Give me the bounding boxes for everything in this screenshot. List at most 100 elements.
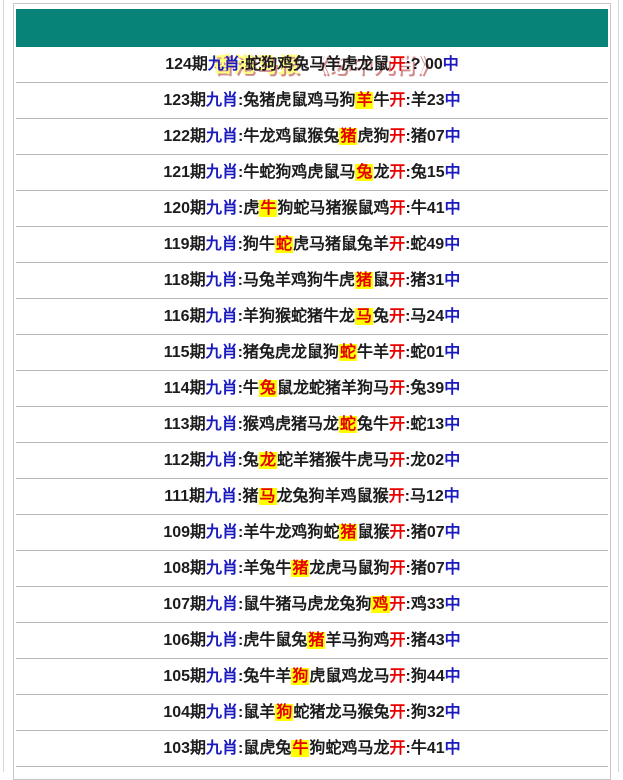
prediction-row: 103期九肖:鼠虎兔牛狗蛇鸡马龙开:牛41中 (16, 731, 608, 767)
animal-list: 兔龙蛇羊猪猴牛虎马 (242, 452, 390, 469)
hit-label: 中 (444, 632, 461, 649)
prediction-row: 116期九肖:羊狗猴蛇猪牛龙马兔开:马24中 (16, 299, 608, 335)
colon: : (237, 236, 243, 253)
open-label: 开 (389, 560, 406, 577)
colon: : (238, 596, 244, 613)
highlighted-animal: 兔 (258, 380, 277, 397)
category-label: 九肖 (205, 380, 238, 397)
open-label: 开 (388, 488, 405, 505)
highlighted-animal: 猪 (291, 560, 310, 577)
issue-number: 123期 (163, 92, 207, 109)
animal-list: 猪兔虎龙鼠狗蛇牛羊 (242, 344, 390, 361)
category-label: 九肖 (206, 740, 239, 757)
colon: : (405, 92, 411, 109)
category-label: 九肖 (205, 308, 238, 325)
open-label: 开 (389, 92, 406, 109)
result-value: 猪07 (410, 128, 445, 145)
hit-label: 中 (444, 200, 461, 217)
result-value: 马12 (409, 488, 444, 505)
highlighted-animal: 狗 (275, 704, 294, 721)
highlighted-animal: 蛇 (339, 416, 358, 433)
result-value: 马24 (410, 308, 445, 325)
colon: : (405, 272, 411, 289)
animal-list: 马兔羊鸡狗牛虎猪鼠 (242, 272, 390, 289)
colon: : (405, 236, 411, 253)
result-value: 兔39 (410, 380, 445, 397)
highlighted-animal: 鸡 (371, 596, 390, 613)
category-label: 九肖 (205, 236, 238, 253)
highlighted-animal: 马 (258, 488, 277, 505)
result-value: 羊23 (410, 92, 445, 109)
category-label: 九肖 (206, 560, 239, 577)
category-label: 九肖 (205, 344, 238, 361)
animal-list: 鼠虎兔牛狗蛇鸡马龙 (243, 740, 390, 757)
colon: : (237, 488, 243, 505)
animal-list: 狗牛蛇虎马猪鼠兔羊 (242, 236, 390, 253)
colon: : (405, 344, 411, 361)
highlighted-animal: 兔 (355, 164, 374, 181)
colon: : (238, 524, 244, 541)
result-value: 蛇01 (410, 344, 445, 361)
prediction-rows-container: 124期九肖:蛇狗鸡兔马羊虎龙鼠开:? 00中 123期九肖:兔猪虎鼠鸡马狗羊牛开… (16, 47, 608, 767)
colon: : (405, 596, 411, 613)
issue-number: 109期 (163, 524, 207, 541)
category-label: 九肖 (206, 128, 239, 145)
open-label: 开 (389, 632, 406, 649)
colon: : (238, 632, 244, 649)
result-value: 鸡33 (410, 596, 445, 613)
open-label: 开 (389, 236, 406, 253)
category-label: 九肖 (205, 416, 238, 433)
hit-label: 中 (444, 596, 461, 613)
open-label: 开 (389, 740, 406, 757)
result-value: 猪07 (410, 560, 445, 577)
open-label: 开 (389, 272, 406, 289)
hit-label: 中 (444, 668, 461, 685)
highlighted-animal: 猪 (307, 632, 326, 649)
open-label: 开 (389, 56, 406, 73)
category-label: 九肖 (206, 92, 239, 109)
prediction-row: 115期九肖:猪兔虎龙鼠狗蛇牛羊开:蛇01中 (16, 335, 608, 371)
open-label: 开 (389, 668, 406, 685)
colon: : (238, 704, 244, 721)
colon: : (238, 164, 244, 181)
prediction-row: 122期九肖:牛龙鸡鼠猴兔猪虎狗开:猪07中 (16, 119, 608, 155)
issue-number: 118期 (163, 272, 206, 289)
category-label: 九肖 (207, 56, 240, 73)
result-value: 猪43 (410, 632, 445, 649)
prediction-board: 香港马报 《必中九肖》 124期九肖:蛇狗鸡兔马羊虎龙鼠开:? 00中 123期九… (13, 3, 611, 780)
issue-number: 103期 (163, 740, 207, 757)
category-label: 九肖 (206, 596, 239, 613)
result-value: 狗44 (410, 668, 445, 685)
colon: : (237, 308, 243, 325)
hit-label: 中 (444, 740, 461, 757)
issue-number: 119期 (163, 236, 206, 253)
hit-label: 中 (444, 164, 461, 181)
issue-number: 116期 (163, 308, 206, 325)
prediction-row: 112期九肖:兔龙蛇羊猪猴牛虎马开:龙02中 (16, 443, 608, 479)
animal-list: 鼠羊狗蛇猪龙马猴兔 (243, 704, 390, 721)
category-label: 九肖 (206, 164, 239, 181)
prediction-row: 105期九肖:兔牛羊狗虎鼠鸡龙马开:狗44中 (16, 659, 608, 695)
colon: : (405, 128, 411, 145)
category-label: 九肖 (206, 668, 239, 685)
colon: : (237, 416, 243, 433)
issue-number: 106期 (163, 632, 207, 649)
colon: : (405, 56, 411, 73)
page-frame-left (3, 0, 4, 772)
prediction-row: 104期九肖:鼠羊狗蛇猪龙马猴兔开:狗32中 (16, 695, 608, 731)
colon: : (238, 668, 244, 685)
hit-label: 中 (444, 416, 461, 433)
animal-list: 猪马龙兔狗羊鸡鼠猴 (242, 488, 389, 505)
hit-label: 中 (444, 128, 461, 145)
colon: : (237, 272, 243, 289)
highlighted-animal: 羊 (355, 92, 374, 109)
open-label: 开 (389, 596, 406, 613)
colon: : (238, 92, 244, 109)
category-label: 九肖 (206, 200, 239, 217)
hit-label: 中 (444, 560, 461, 577)
issue-number: 121期 (163, 164, 207, 181)
animal-list: 羊狗猴蛇猪牛龙马兔 (242, 308, 390, 325)
category-label: 九肖 (206, 704, 239, 721)
animal-list: 虎牛狗蛇马猪猴鼠鸡 (243, 200, 390, 217)
issue-number: 105期 (163, 668, 207, 685)
